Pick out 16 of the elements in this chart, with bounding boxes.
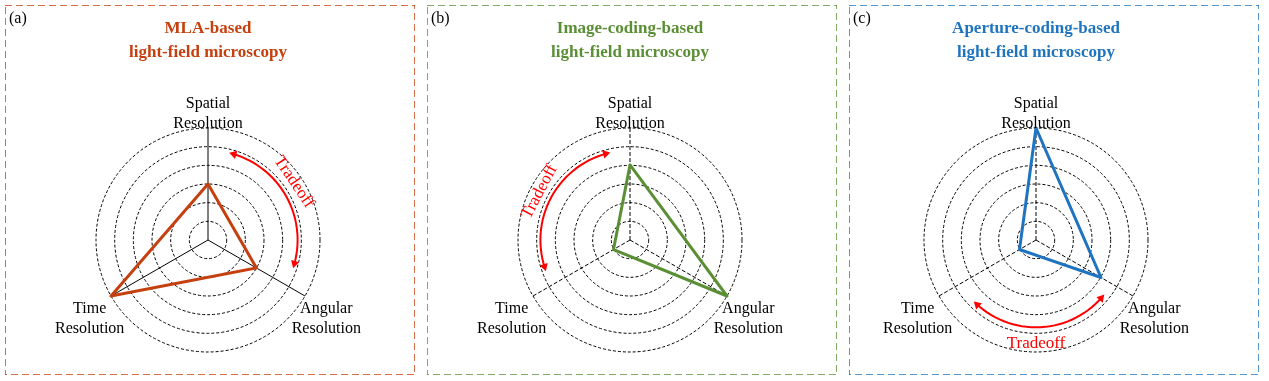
chart-title: MLA-based light-field microscopy <box>129 18 288 61</box>
chart-title: Image-coding-based light-field microscopy <box>551 18 710 61</box>
spoke-label: Angular Resolution <box>1119 299 1190 337</box>
spoke-label: Time Resolution <box>476 299 547 337</box>
text: Tradeoff <box>1006 333 1066 353</box>
spoke-label: Angular Resolution <box>291 299 362 337</box>
text: (c) <box>853 9 871 27</box>
spoke-label: Spatial Resolution <box>173 94 243 132</box>
spoke-label: Angular Resolution <box>713 299 784 337</box>
text: (b) <box>431 9 450 27</box>
text: (a) <box>9 9 27 27</box>
spoke-label: Spatial Resolution <box>1001 94 1071 132</box>
spoke-label: Time Resolution <box>882 299 953 337</box>
spoke-label: Time Resolution <box>54 299 125 337</box>
spoke-label: Spatial Resolution <box>595 94 665 132</box>
chart-title: Aperture-coding-based light-field microscopy <box>952 18 1121 61</box>
